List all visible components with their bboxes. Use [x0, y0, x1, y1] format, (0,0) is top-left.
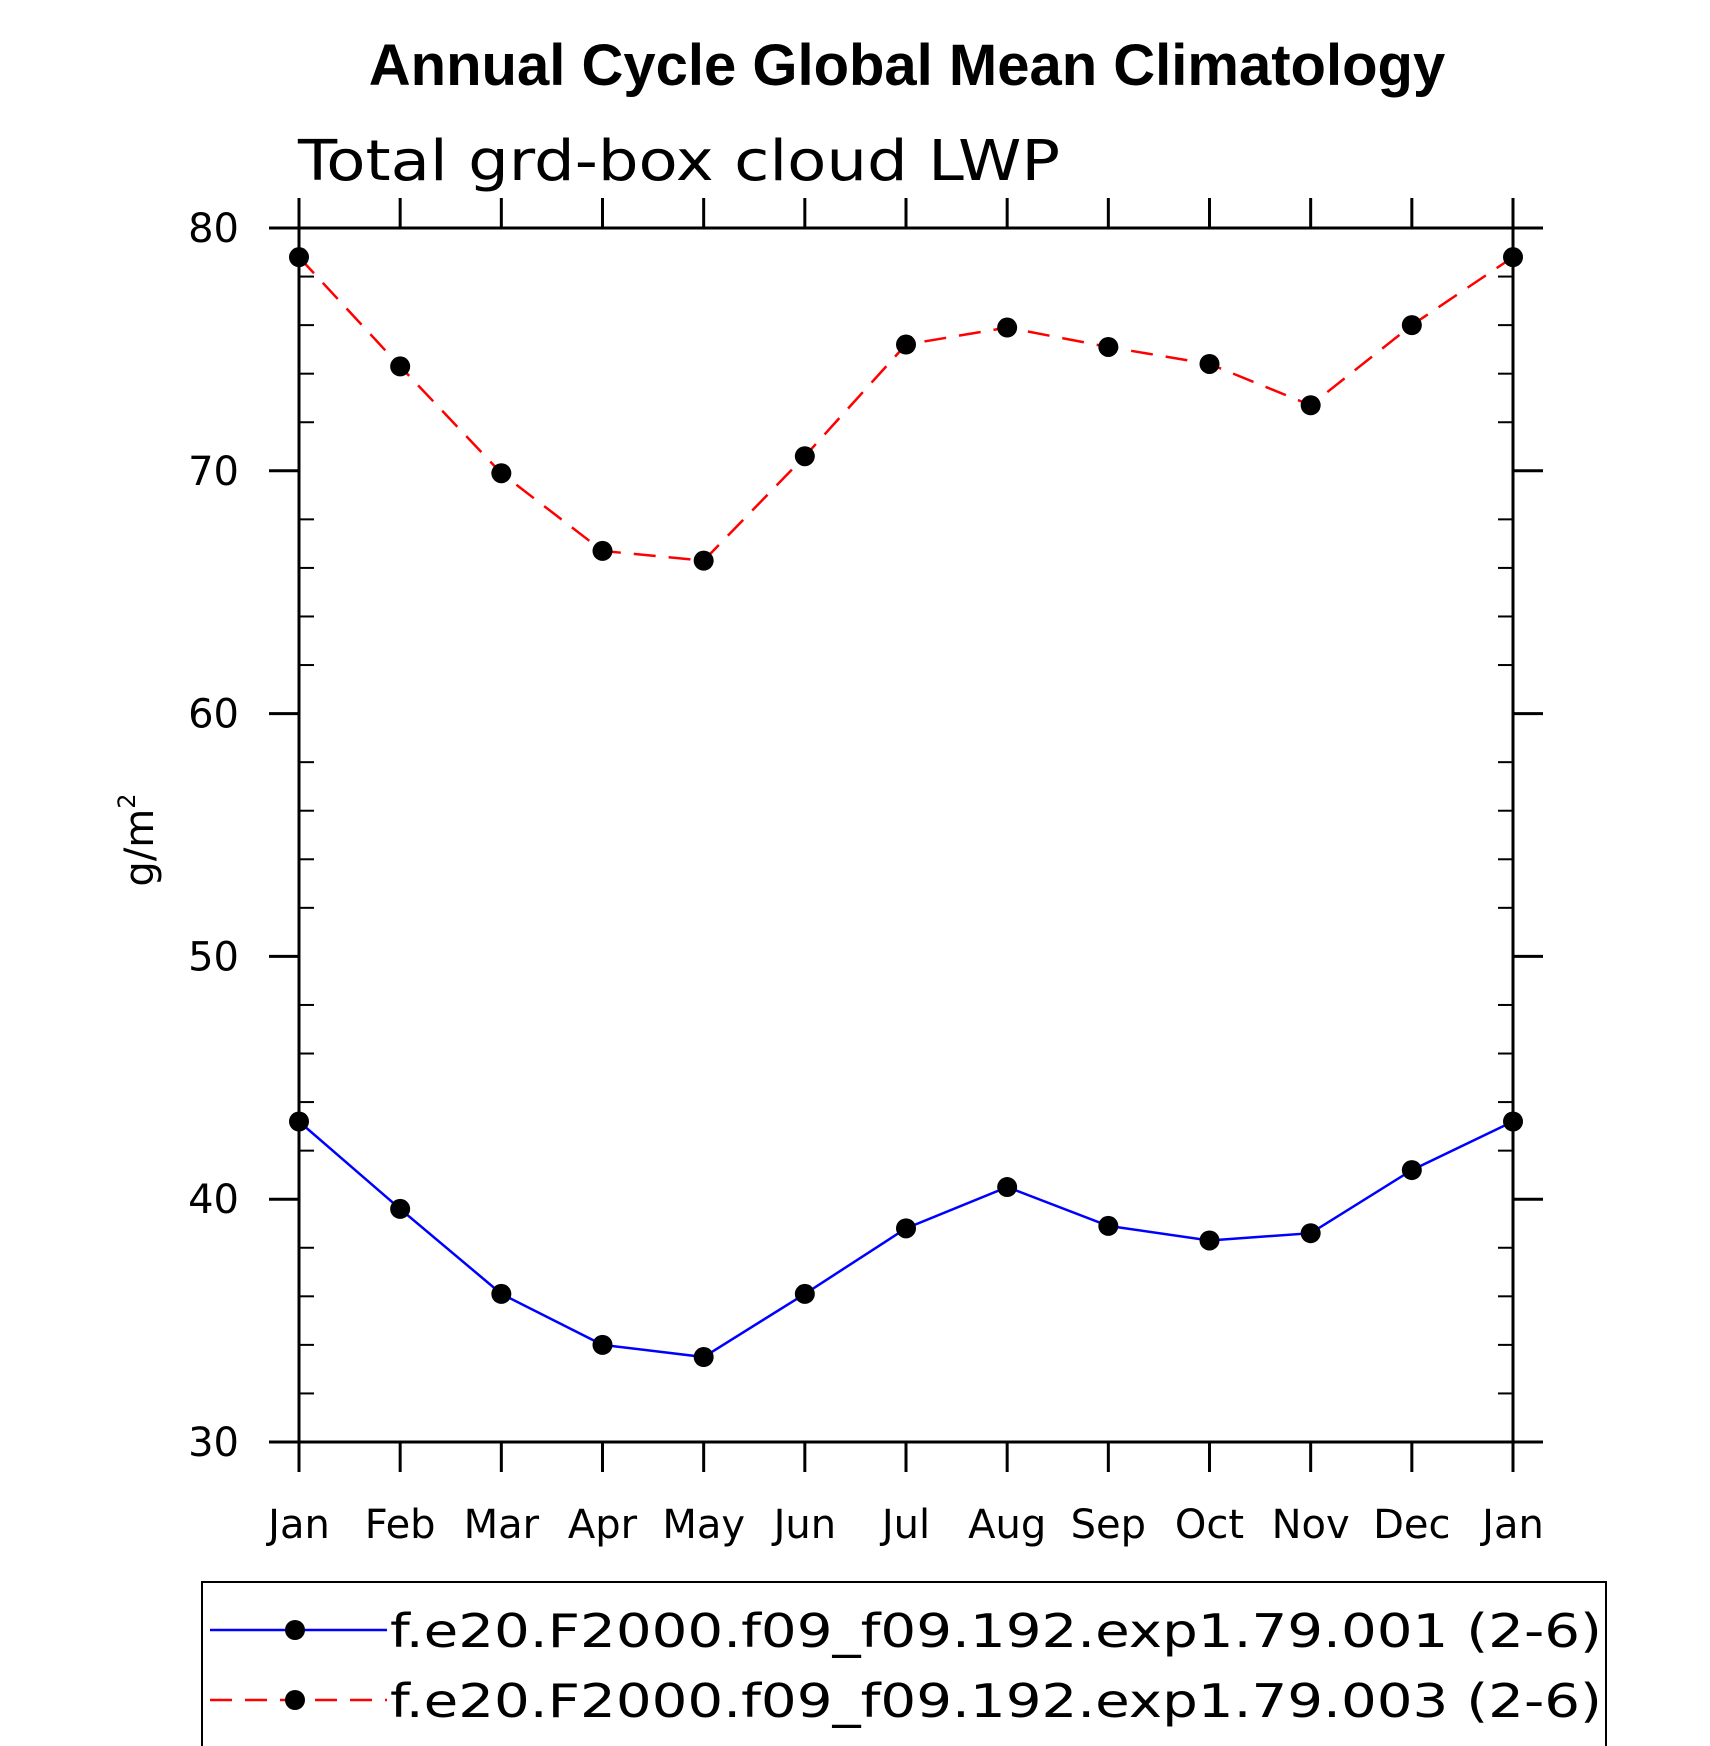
series-1-point: [1503, 1111, 1523, 1132]
legend-marker-series-1: [285, 1620, 305, 1640]
legend-marker-series-2: [285, 1690, 305, 1710]
x-tick-label: May: [662, 1502, 745, 1548]
series-1-point: [896, 1218, 916, 1239]
x-tick-label: Nov: [1272, 1502, 1350, 1548]
y-axis-label-superscript: 2: [113, 793, 141, 808]
x-tick-label: Aug: [968, 1502, 1046, 1548]
x-tick-label: Oct: [1175, 1502, 1244, 1548]
y-tick-label: 40: [188, 1177, 239, 1223]
x-tick-label: Feb: [365, 1502, 436, 1548]
y-tick-label: 60: [188, 692, 239, 738]
chart-subtitle: Total grd-box cloud LWP: [297, 129, 1060, 194]
x-tick-label: Jul: [879, 1502, 930, 1548]
series-1-point: [1401, 1160, 1422, 1181]
axis-ticks: [269, 198, 1543, 1472]
series-2-point: [1098, 336, 1119, 357]
series-2-point: [1199, 353, 1220, 374]
x-tick-label: Apr: [568, 1502, 638, 1548]
series-layer: [289, 247, 1523, 1368]
x-tick-label: Mar: [464, 1502, 540, 1548]
y-tick-label: 70: [188, 449, 239, 495]
series-1-point: [794, 1283, 815, 1304]
y-tick-label: 30: [188, 1420, 239, 1466]
series-1-point: [1300, 1223, 1321, 1244]
series-1-point: [997, 1177, 1018, 1198]
legend: f.e20.F2000.f09_f09.192.exp1.79.001 (2-6…: [201, 1581, 1607, 1746]
series-2-point: [896, 334, 916, 355]
x-tick-label: Jan: [265, 1502, 330, 1548]
series-1-point: [1098, 1215, 1119, 1236]
series-2-point: [1300, 395, 1321, 416]
series-1-point: [1199, 1230, 1220, 1251]
series-1-point: [491, 1283, 512, 1304]
series-2-point: [289, 247, 309, 268]
x-tick-label: Sep: [1071, 1502, 1146, 1548]
series-2-point: [693, 550, 714, 571]
series-2-point: [592, 540, 613, 561]
series-2-point: [491, 463, 512, 484]
x-tick-label: Jan: [1479, 1502, 1544, 1548]
x-tick-labels: Jan Feb Mar Apr May Jun Jul Aug Sep Oct Nov Dec Jan: [265, 1502, 1544, 1548]
y-axis-label-text: g/m: [117, 809, 163, 887]
series-2-point: [794, 446, 815, 467]
legend-box: [201, 1581, 1607, 1746]
series-line-1: [298, 1120, 1514, 1359]
legend-label-series-1: f.e20.F2000.f09_f09.192.exp1.79.001 (2-6…: [390, 1604, 1602, 1658]
svg-text:g/m2: g/m2: [113, 793, 163, 886]
y-tick-label: 50: [188, 934, 239, 980]
plot-frame: [297, 226, 1515, 1444]
series-1-point: [592, 1334, 613, 1355]
legend-label-series-2: f.e20.F2000.f09_f09.192.exp1.79.003 (2-6…: [390, 1674, 1602, 1728]
series-2-point: [997, 317, 1018, 338]
y-axis-label: g/m2: [113, 793, 163, 886]
chart-title: Annual Cycle Global Mean Climatology: [369, 33, 1445, 98]
x-tick-label: Dec: [1373, 1502, 1450, 1548]
series-1-point: [693, 1347, 714, 1368]
y-tick-labels: 30 40 50 60 70 80: [188, 206, 239, 1466]
series-2-point: [1503, 247, 1523, 268]
series-2-point: [390, 356, 411, 377]
series-line-2: [298, 256, 1514, 562]
series-1-point: [289, 1111, 309, 1132]
series-2-point: [1401, 315, 1422, 336]
y-tick-label: 80: [188, 206, 239, 252]
series-1-point: [390, 1198, 411, 1219]
x-tick-label: Jun: [771, 1502, 837, 1548]
